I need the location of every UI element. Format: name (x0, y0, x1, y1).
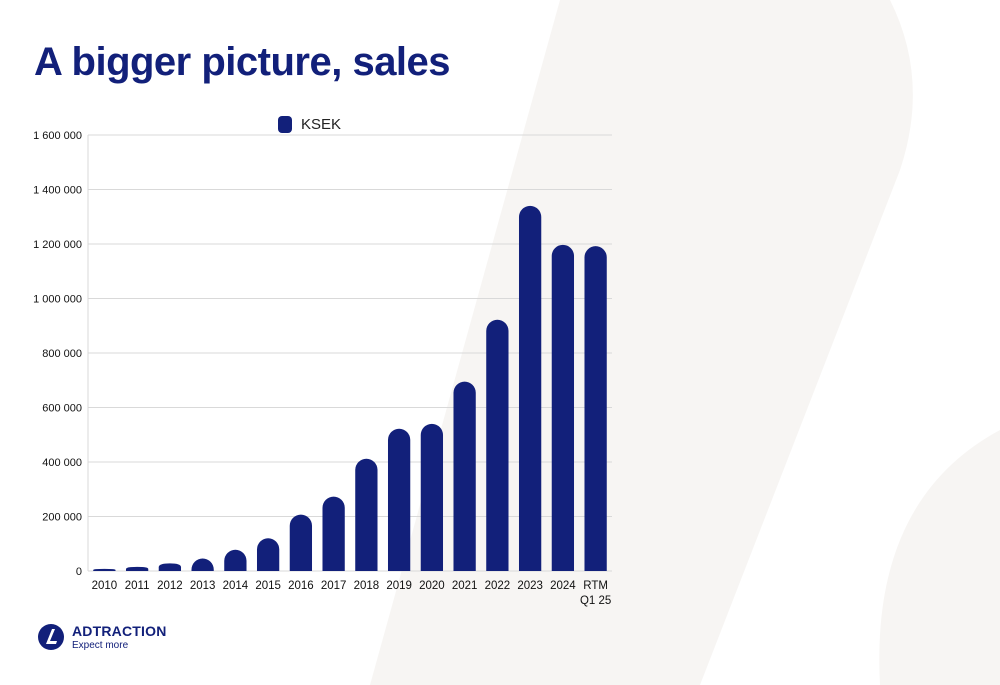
bar-2010 (93, 568, 116, 571)
y-tick-label: 400 000 (42, 457, 82, 469)
y-tick-label: 600 000 (42, 403, 82, 415)
y-tick-label: 200 000 (42, 512, 82, 524)
y-tick-label: 0 (76, 566, 82, 578)
bar-2020 (420, 423, 444, 571)
legend-swatch (278, 116, 292, 133)
x-tick-label: 2017 (321, 580, 347, 592)
bar-2022 (486, 319, 509, 571)
x-tick-label: Q1 25 (580, 595, 611, 607)
bar-2021 (453, 381, 476, 571)
bar-2016 (289, 514, 313, 571)
x-tick-label: 2011 (125, 580, 150, 592)
y-tick-label: 1 600 000 (33, 130, 82, 142)
y-tick-label: 1 000 000 (33, 294, 82, 306)
x-tick-label: 2018 (354, 580, 380, 592)
x-tick-label: 2019 (386, 580, 412, 592)
y-tick-label: 1 400 000 (33, 185, 82, 197)
y-tick-label: 1 200 000 (33, 239, 82, 251)
bar-rtm-q1-25 (584, 246, 607, 571)
y-tick-label: 800 000 (42, 348, 82, 360)
bar-2014 (224, 549, 247, 571)
bar-2011 (125, 566, 149, 571)
bar-2012 (158, 563, 182, 571)
x-tick-label: 2021 (452, 580, 478, 592)
bar-2017 (322, 496, 345, 571)
x-tick-label: 2022 (485, 580, 511, 592)
x-tick-label: 2023 (517, 580, 543, 592)
bar-2018 (355, 458, 378, 571)
bar-2015 (256, 538, 280, 571)
adtraction-logo-icon (38, 624, 64, 650)
x-tick-label: RTM (583, 580, 608, 592)
x-tick-label: 2015 (255, 580, 281, 592)
bar-2013 (191, 558, 214, 571)
x-axis-ticks: 2010 2011 2012 2013 2014 2015 2016 2017 2018 2019… (92, 580, 612, 607)
logo-tagline: Expect more (72, 640, 129, 651)
bar-2024 (551, 244, 575, 571)
y-axis-ticks: 0 200 000 400 000 600 000 800 000 1 000 000 1 … (33, 130, 82, 578)
adtraction-logo: ADTRACTION Expect more (38, 620, 167, 654)
x-tick-label: 2020 (419, 580, 445, 592)
bar-2023 (518, 205, 542, 572)
x-tick-label: 2012 (157, 580, 183, 592)
logo-name: ADTRACTION (72, 623, 167, 639)
slide-title: A bigger picture, sales (34, 40, 451, 84)
chart-legend: KSEK (278, 116, 341, 133)
x-tick-label: 2010 (92, 580, 118, 592)
x-tick-label: 2014 (223, 580, 249, 592)
x-tick-label: 2013 (190, 580, 216, 592)
x-tick-label: 2024 (550, 580, 576, 592)
x-tick-label: 2016 (288, 580, 314, 592)
chart-bars (93, 205, 607, 572)
bar-2019 (387, 428, 411, 571)
legend-label: KSEK (301, 116, 342, 133)
